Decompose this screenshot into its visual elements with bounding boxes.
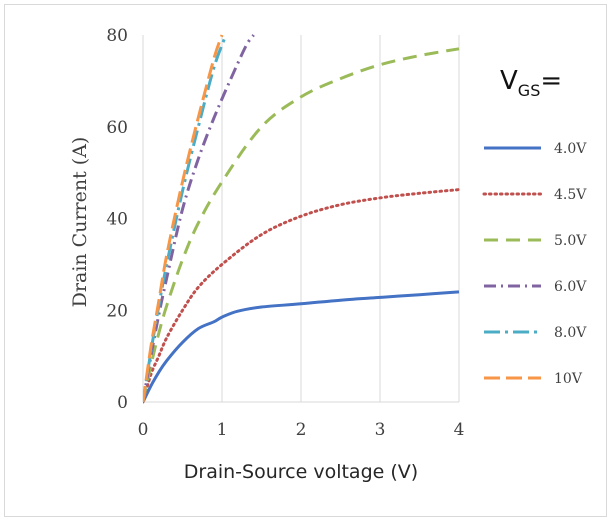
x-axis: 0 1 2 3 4: [138, 401, 465, 440]
legend-label: 4.5V: [554, 187, 587, 203]
y-tick-label: 0: [117, 393, 128, 413]
x-tick-label: 1: [217, 420, 228, 440]
legend-title-main: V: [500, 66, 518, 96]
series-line-4.5V: [143, 188, 461, 404]
series-line-5.0V: [143, 47, 460, 403]
legend-label: 4.0V: [554, 141, 587, 157]
legend-label: 10V: [554, 371, 583, 387]
x-tick-label: 2: [296, 420, 307, 440]
y-tick-label: 20: [106, 301, 128, 321]
chart-frame: [4, 4, 607, 517]
legend-label: 5.0V: [554, 233, 587, 249]
series-group: [143, 34, 461, 404]
series-line-8.0V: [143, 34, 228, 403]
series-line-6.0V: [143, 34, 255, 403]
legend: VGS= 4.0V 4.5V 5.0V 6.0V 8.0V 10V: [482, 66, 587, 387]
x-tick-label: 4: [454, 420, 465, 440]
series-line-10V: [143, 34, 224, 403]
legend-title-suffix: =: [540, 66, 562, 96]
y-axis-label: Drain Current (A): [69, 137, 91, 308]
legend-label: 6.0V: [554, 279, 587, 295]
grid-lines: [142, 35, 460, 402]
x-axis-label: Drain-Source voltage (V): [184, 461, 418, 483]
y-tick-label: 80: [106, 26, 128, 46]
x-tick-label: 3: [375, 420, 386, 440]
series-line-4.0V: [143, 290, 460, 403]
x-tick-label: 0: [138, 420, 149, 440]
legend-title: VGS=: [500, 66, 562, 100]
legend-label: 8.0V: [554, 325, 587, 341]
legend-title-subscript: GS: [518, 81, 541, 100]
y-axis: 0 20 40 60 80: [106, 26, 128, 413]
y-tick-label: 60: [106, 118, 128, 138]
y-tick-label: 40: [106, 210, 128, 230]
